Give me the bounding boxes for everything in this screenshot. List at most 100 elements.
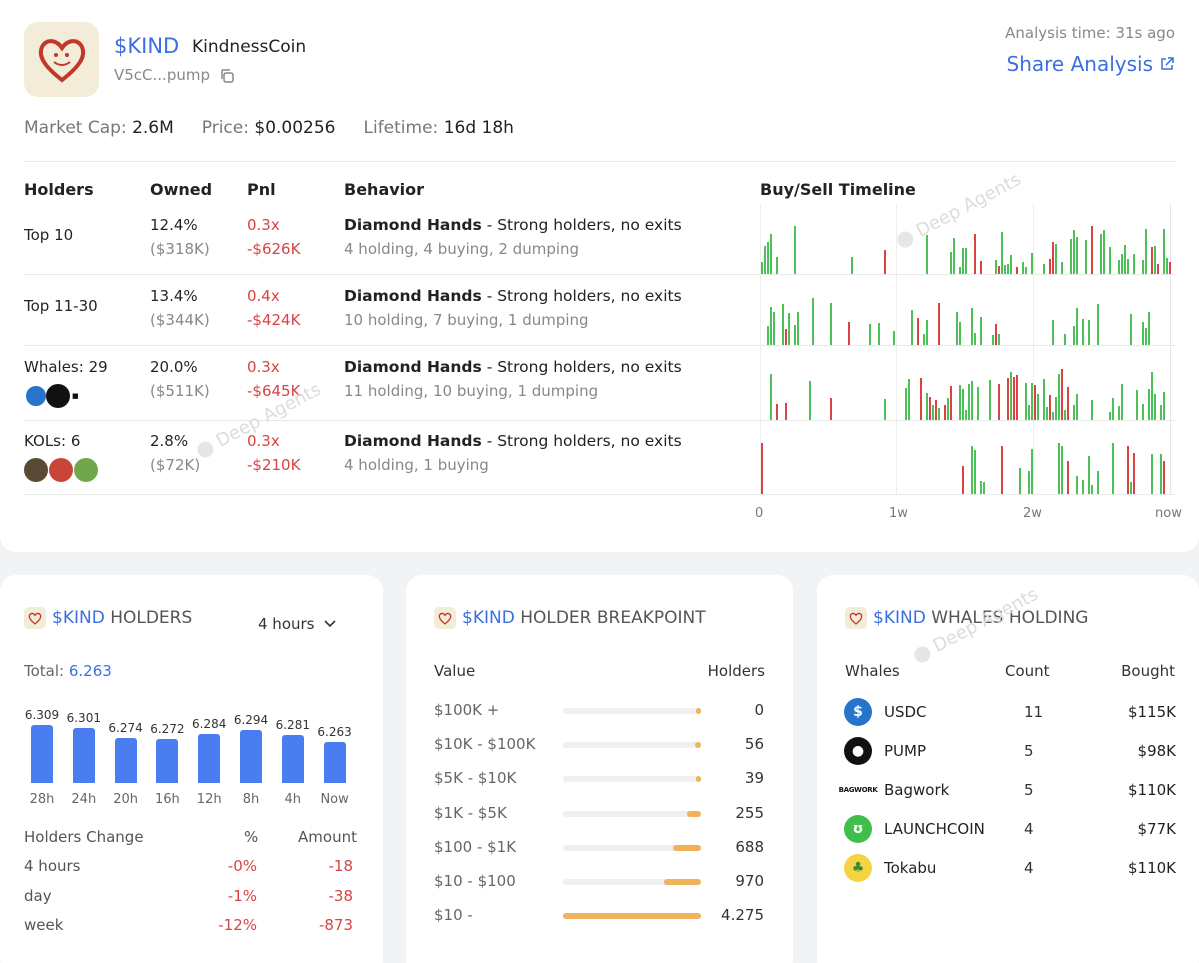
sell-bar xyxy=(974,233,976,274)
breakpoint-count: 970 xyxy=(735,872,764,890)
buy-bar xyxy=(767,242,769,274)
buy-bar xyxy=(776,257,778,274)
lifetime-value: 16d 18h xyxy=(443,118,514,138)
holders-bar xyxy=(31,725,53,783)
breakpoint-range: $10 - xyxy=(434,906,473,925)
avatar xyxy=(74,458,98,482)
whale-name: PUMP xyxy=(884,742,927,760)
sell-bar xyxy=(1133,452,1135,494)
holder-row[interactable]: KOLs: 6 2.8% ($72K) 0.3x -$210K Diamond … xyxy=(24,420,1171,494)
whale-name: USDC xyxy=(884,703,927,721)
buy-bar xyxy=(884,398,886,420)
buy-bar xyxy=(773,311,775,345)
buy-sell-timeline-chart xyxy=(760,204,1171,494)
lifetime-stat: Lifetime: 16d 18h xyxy=(364,118,514,138)
breakpoint-count: 4.275 xyxy=(721,906,764,925)
owned-usd: ($318K) xyxy=(150,240,210,258)
buy-bar xyxy=(965,247,967,274)
buy-bar xyxy=(989,380,991,420)
buy-bar xyxy=(974,332,976,345)
whales-holding-card: $KIND WHALES HOLDING Whales Count Bought… xyxy=(817,575,1199,963)
lifetime-label: Lifetime: xyxy=(363,118,439,138)
sell-bar xyxy=(1067,461,1069,494)
buy-bar xyxy=(1025,266,1027,274)
price-label: Price: xyxy=(201,118,249,138)
sell-bar xyxy=(1034,385,1036,420)
whale-row[interactable]: ♣ Tokabu 4 $110K xyxy=(844,853,1176,883)
owned-percent: 12.4% xyxy=(150,216,198,234)
bagwork-logo-icon: ■ xyxy=(72,392,79,400)
change-percent: -0% xyxy=(227,857,257,875)
breakpoint-track xyxy=(563,776,701,783)
buy-bar xyxy=(1052,320,1054,345)
whale-count: 11 xyxy=(1024,703,1044,721)
bar-value: 6.309 xyxy=(24,708,60,722)
buy-bar xyxy=(1019,468,1021,494)
holder-group-name: Top 11-30 xyxy=(24,297,98,315)
buy-bar xyxy=(1133,254,1135,274)
sell-bar xyxy=(1169,261,1171,274)
buy-bar xyxy=(770,307,772,345)
whale-row[interactable]: BAGWORK Bagwork 5 $110K xyxy=(839,775,1176,805)
owned-percent: 13.4% xyxy=(150,287,198,305)
breakpoint-row: $5K - $10K 39 xyxy=(434,769,764,787)
buy-bar xyxy=(1055,396,1057,420)
breakpoint-fill xyxy=(663,879,701,885)
avatar xyxy=(49,458,73,482)
bagwork-logo-icon: BAGWORK xyxy=(839,776,878,804)
whale-row[interactable]: ʊ LAUNCHCOIN 4 $77K xyxy=(844,814,1176,844)
sell-bar xyxy=(1061,369,1063,420)
timeline-tick-0: 0 xyxy=(755,506,764,521)
sell-bar xyxy=(1052,241,1054,274)
share-label[interactable]: Share Analysis xyxy=(1006,52,1153,76)
sell-bar xyxy=(962,465,964,494)
change-period: day xyxy=(24,886,52,905)
holder-row[interactable]: Top 10 12.4% ($318K) 0.3x -$626K Diamond… xyxy=(24,204,1171,274)
buy-bar xyxy=(908,379,910,420)
owned-percent: 20.0% xyxy=(150,358,198,376)
col-whales: Whales xyxy=(845,662,900,680)
sell-bar xyxy=(1016,375,1018,420)
whale-row[interactable]: ● PUMP 5 $98K xyxy=(844,736,1176,766)
sell-bar xyxy=(1016,266,1018,274)
pump-pill-icon: ● xyxy=(844,737,872,765)
share-analysis-link[interactable]: Share Analysis xyxy=(1007,52,1175,76)
buy-bar xyxy=(770,374,772,420)
breakpoint-row: $10 - 4.275 xyxy=(434,906,764,924)
buy-bar xyxy=(1085,240,1087,274)
buy-bar xyxy=(959,266,961,274)
bar-value: 6.272 xyxy=(150,721,185,736)
whale-count: 4 xyxy=(1024,820,1034,838)
holder-group-name: Top 10 xyxy=(24,226,74,244)
holder-row[interactable]: Whales: 29 ■ 20.0% ($511K) 0.3x -$645K Di… xyxy=(24,346,1171,420)
breakpoint-row: $1K - $5K 255 xyxy=(434,804,764,822)
buy-bar xyxy=(1064,333,1066,345)
buy-bar xyxy=(1076,307,1078,345)
buy-bar xyxy=(1145,229,1147,274)
breakpoint-count: 0 xyxy=(754,701,764,719)
breakpoint-track xyxy=(563,844,701,851)
holder-group-name: Whales: 29 xyxy=(24,358,108,376)
sell-bar xyxy=(935,400,937,420)
behavior-title: Diamond Hands - Strong holders, no exits xyxy=(344,216,682,234)
period-value[interactable]: 4 hours xyxy=(258,615,315,633)
breakpoint-fill xyxy=(696,776,701,783)
period-dropdown[interactable]: 4 hours xyxy=(258,615,337,633)
copy-icon[interactable] xyxy=(219,68,235,84)
buy-bar xyxy=(1064,409,1066,420)
pnl-multiple: 0.3x xyxy=(247,432,280,450)
change-percent: -1% xyxy=(227,886,257,905)
holders-bar xyxy=(240,730,262,783)
external-link-icon[interactable] xyxy=(1159,56,1175,72)
buy-bar xyxy=(1082,319,1084,345)
token-stats: Market Cap: 2.6M Price: $0.00256 Lifetim… xyxy=(24,118,514,138)
chevron-down-icon[interactable] xyxy=(324,620,337,628)
heart-logo-icon xyxy=(24,607,46,629)
buy-bar xyxy=(1061,446,1063,494)
change-header-label: Holders Change xyxy=(24,828,144,846)
whale-row[interactable]: $ USDC 11 $115K xyxy=(844,697,1176,727)
buy-bar xyxy=(938,407,940,420)
behavior-summary: 4 holding, 4 buying, 2 dumping xyxy=(344,240,580,258)
holder-row[interactable]: Top 11-30 13.4% ($344K) 0.4x -$424K Diam… xyxy=(24,275,1171,345)
buy-bar xyxy=(1127,259,1129,274)
